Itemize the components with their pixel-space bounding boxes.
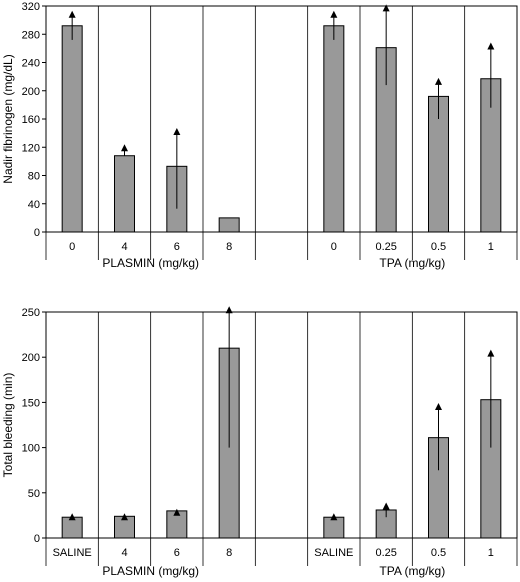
y-tick-label: 240 <box>22 58 40 70</box>
error-cap-arrow <box>330 513 338 521</box>
x-tick-label: 6 <box>174 547 180 559</box>
error-cap-arrow <box>68 513 76 521</box>
y-axis-label: Nadir fibrinogen (mg/dL) <box>1 54 15 183</box>
error-cap-arrow <box>382 4 390 12</box>
error-cap-arrow <box>68 10 76 18</box>
error-cap-arrow <box>382 502 390 510</box>
error-cap-arrow <box>487 42 495 50</box>
error-cap-arrow <box>225 306 233 314</box>
y-tick-label: 320 <box>22 1 40 13</box>
y-tick-label: 160 <box>22 114 40 126</box>
y-tick-label: 0 <box>34 533 40 545</box>
y-tick-label: 40 <box>28 199 40 211</box>
bar <box>61 516 83 539</box>
bar <box>61 25 83 233</box>
error-cap-arrow <box>121 513 128 521</box>
group-label: TPA (mg/kg) <box>379 564 445 578</box>
x-tick-label: 0.5 <box>431 241 446 253</box>
x-tick-label: 0.25 <box>375 547 396 559</box>
plot-frame-1 <box>45 311 518 539</box>
y-tick-label: 150 <box>22 397 40 409</box>
group-label: TPA (mg/kg) <box>379 256 445 270</box>
x-tick-label: 0.5 <box>431 547 446 559</box>
x-tick-label: 8 <box>226 241 232 253</box>
bar <box>218 217 240 233</box>
error-cap-arrow <box>330 10 338 18</box>
x-tick-label: 6 <box>174 241 180 253</box>
x-tick-label: 8 <box>226 547 232 559</box>
x-tick-label: 1 <box>488 241 494 253</box>
y-tick-label: 50 <box>28 488 40 500</box>
error-cap-arrow <box>173 128 181 136</box>
x-tick-label: 1 <box>488 547 494 559</box>
x-tick-label: 4 <box>121 241 127 253</box>
y-tick-label: 0 <box>34 227 40 239</box>
bar <box>323 25 345 233</box>
y-axis-label: Total bleeding (min) <box>1 373 15 478</box>
bar <box>323 516 345 539</box>
y-tick-label: 200 <box>22 352 40 364</box>
x-tick-label: SALINE <box>53 547 92 559</box>
bar <box>114 155 135 233</box>
error-cap-arrow <box>173 508 181 516</box>
y-tick-label: 280 <box>22 29 40 41</box>
y-tick-label: 200 <box>22 86 40 98</box>
y-tick-label: 250 <box>22 307 40 319</box>
x-tick-label: 4 <box>121 547 127 559</box>
x-tick-label: 0 <box>69 241 75 253</box>
group-label: PLASMIN (mg/kg) <box>102 564 199 578</box>
group-label: PLASMIN (mg/kg) <box>102 256 199 270</box>
x-tick-label: 0 <box>331 241 337 253</box>
x-tick-label: 0.25 <box>375 241 396 253</box>
y-tick-label: 120 <box>22 142 40 154</box>
y-tick-label: 100 <box>22 443 40 455</box>
error-cap-arrow <box>435 403 442 411</box>
y-tick-label: 80 <box>28 171 40 183</box>
x-tick-label: SALINE <box>314 547 353 559</box>
error-cap-arrow <box>121 144 128 152</box>
error-cap-arrow <box>487 349 495 357</box>
error-cap-arrow <box>435 77 442 85</box>
